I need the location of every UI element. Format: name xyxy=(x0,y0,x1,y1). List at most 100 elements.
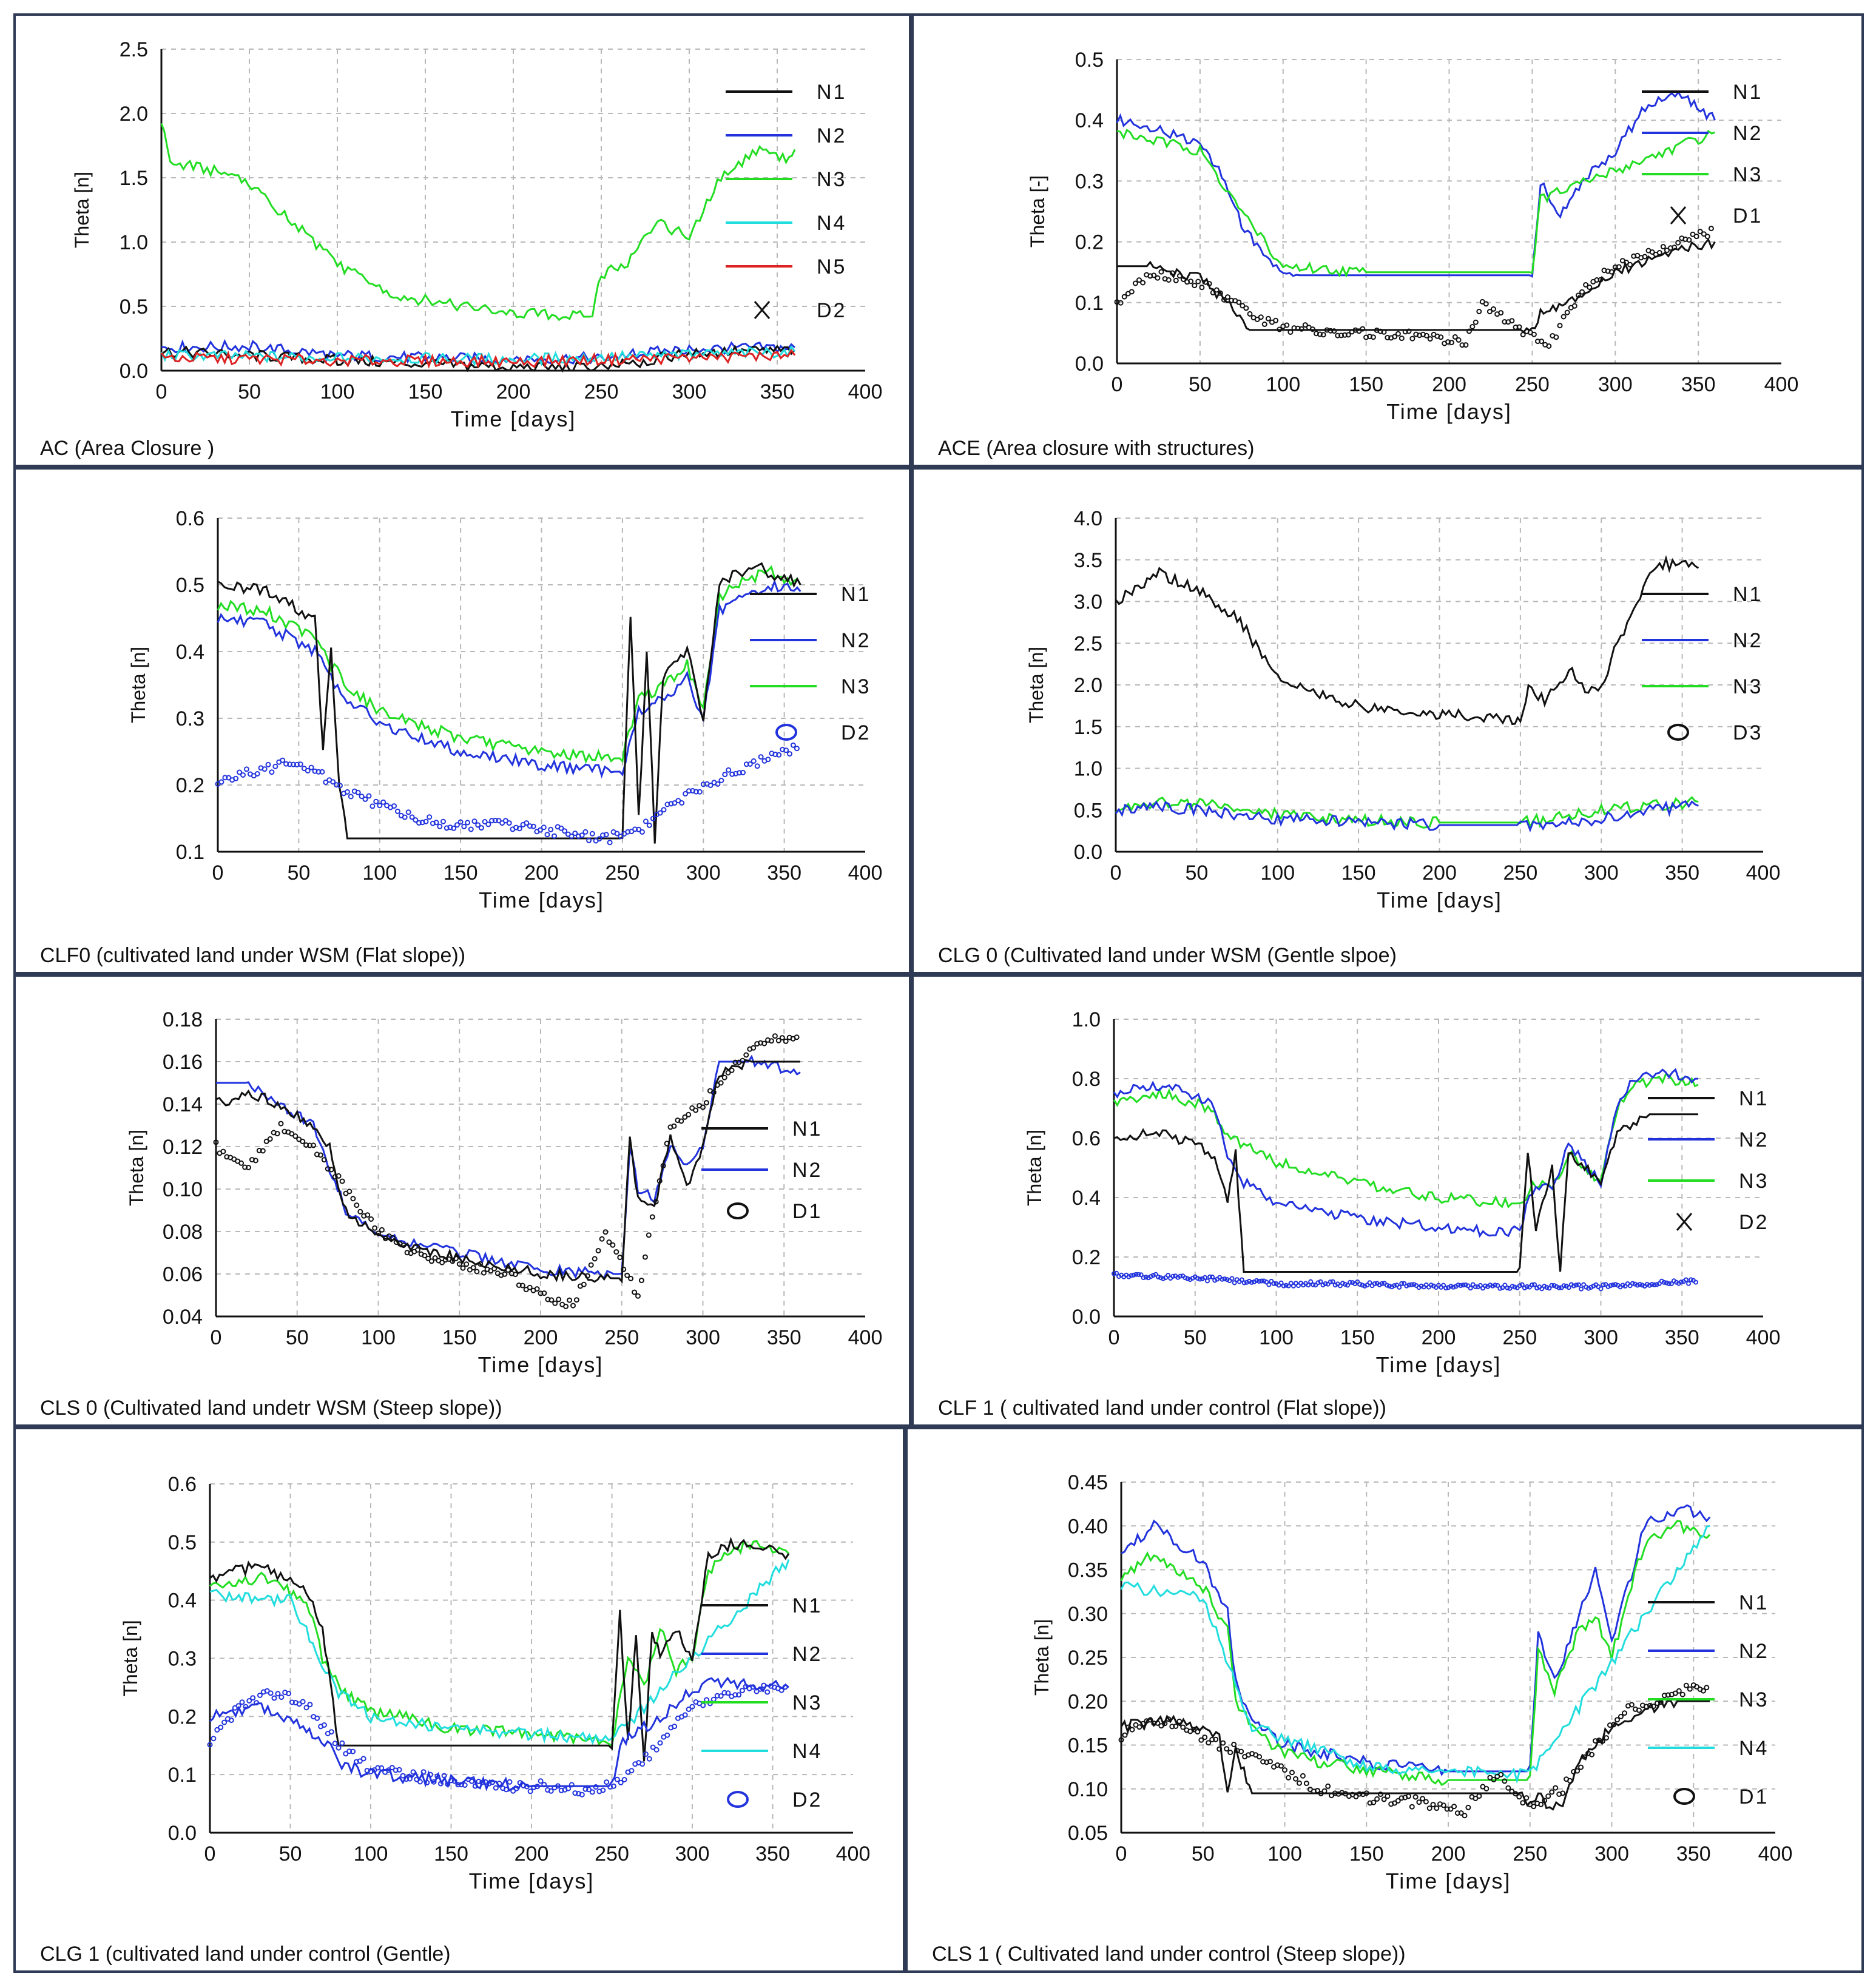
data-point-d1 xyxy=(1224,1746,1230,1752)
data-point-d2 xyxy=(287,761,293,767)
data-point-d1 xyxy=(1381,329,1387,335)
series-line-n2 xyxy=(161,339,796,366)
data-point-d1 xyxy=(519,1282,525,1289)
legend-x-marker xyxy=(1670,206,1687,224)
data-point-d2 xyxy=(350,1748,356,1754)
data-point-d2 xyxy=(472,1783,478,1789)
data-point-d1 xyxy=(428,1258,434,1264)
legend-label: N2 xyxy=(1739,1128,1769,1151)
data-point-d1 xyxy=(1258,314,1264,320)
data-point-d2 xyxy=(1493,1282,1498,1288)
data-point-d2 xyxy=(736,1692,742,1698)
data-point-d2 xyxy=(1656,1281,1662,1286)
legend: N1 N2 N3 D2 xyxy=(750,583,869,744)
data-point-d1 xyxy=(646,1232,652,1238)
data-point-d1 xyxy=(1675,240,1681,246)
x-tick-label: 0 xyxy=(211,1326,222,1349)
x-axis-label: Time [days] xyxy=(1386,399,1512,424)
data-point-d1 xyxy=(1704,234,1710,240)
data-point-d2 xyxy=(451,1778,457,1784)
x-tick-label: 150 xyxy=(434,1842,468,1865)
data-point-d1 xyxy=(1560,1790,1566,1796)
data-point-d2 xyxy=(1161,1276,1166,1281)
data-point-d1 xyxy=(456,1261,462,1267)
data-point-d1 xyxy=(1206,1740,1212,1746)
data-point-d1 xyxy=(1438,334,1444,340)
legend: N1 N2 N3 D1 xyxy=(1642,81,1763,227)
x-tick-label: 50 xyxy=(1184,1326,1207,1349)
data-point-d1 xyxy=(1697,229,1703,235)
x-tick-label: 200 xyxy=(1422,1326,1456,1349)
data-point-d2 xyxy=(589,831,595,837)
series-line-n2 xyxy=(209,1676,789,1792)
data-point-d2 xyxy=(569,833,575,839)
data-point-d1 xyxy=(1498,310,1504,316)
data-point-d1 xyxy=(664,1141,670,1147)
y-tick-label: 2.5 xyxy=(120,38,148,61)
data-point-d2 xyxy=(1686,1281,1691,1286)
series-n1 xyxy=(1117,238,1716,334)
data-point-d2 xyxy=(272,763,278,769)
data-point-d1 xyxy=(1542,1798,1548,1804)
data-point-d1 xyxy=(1462,1813,1468,1819)
data-point-d2 xyxy=(455,1782,461,1788)
legend-label: N2 xyxy=(1733,122,1763,145)
data-point-d2 xyxy=(1448,1284,1454,1289)
data-point-d2 xyxy=(596,836,602,842)
x-tick-label: 50 xyxy=(1185,861,1208,885)
x-tick-label: 350 xyxy=(767,861,801,885)
data-point-d2 xyxy=(661,807,667,813)
data-point-d2 xyxy=(1291,1283,1296,1289)
data-point-d1 xyxy=(1598,277,1604,283)
data-point-d1 xyxy=(1173,1724,1179,1729)
data-point-d2 xyxy=(1608,1283,1613,1288)
data-point-d1 xyxy=(1423,1799,1429,1805)
data-point-d2 xyxy=(308,764,314,770)
y-tick-label: 0.8 xyxy=(1072,1068,1101,1091)
data-point-d2 xyxy=(1220,1276,1225,1282)
data-point-d2 xyxy=(1630,1281,1635,1286)
data-point-d1 xyxy=(541,1290,547,1296)
data-point-d1 xyxy=(1225,294,1230,300)
y-tick-label: 1.5 xyxy=(1074,716,1102,739)
data-point-d2 xyxy=(565,1785,572,1791)
data-point-d2 xyxy=(776,752,782,758)
series-line-n5 xyxy=(160,348,796,369)
data-point-d2 xyxy=(1386,1283,1392,1289)
series-n2 xyxy=(1113,1068,1699,1238)
data-point-d2 xyxy=(1441,1282,1446,1288)
data-point-d1 xyxy=(1300,1773,1306,1779)
data-point-d1 xyxy=(621,1266,627,1272)
legend-label: D2 xyxy=(792,1788,822,1811)
data-point-d2 xyxy=(396,1767,402,1773)
data-point-d1 xyxy=(1491,306,1496,312)
data-point-d1 xyxy=(1686,237,1692,243)
data-point-d2 xyxy=(417,1779,423,1785)
data-point-d2 xyxy=(1530,1282,1534,1287)
data-point-d2 xyxy=(524,820,530,826)
data-point-d2 xyxy=(607,1784,613,1790)
data-point-d1 xyxy=(1440,1802,1446,1808)
data-point-d2 xyxy=(516,826,522,832)
data-point-d2 xyxy=(506,820,512,826)
data-point-d2 xyxy=(714,1693,720,1699)
data-point-d1 xyxy=(606,1239,612,1245)
x-tick-label: 100 xyxy=(1259,1326,1294,1349)
series-line-n1 xyxy=(1113,1113,1698,1273)
legend-o-marker xyxy=(727,1202,749,1219)
y-tick-label: 0.5 xyxy=(120,295,148,318)
data-point-d1 xyxy=(1257,1754,1263,1760)
data-point-d2 xyxy=(445,1781,451,1787)
data-point-d1 xyxy=(1132,280,1138,286)
data-point-d1 xyxy=(1575,292,1581,298)
data-point-d2 xyxy=(496,1781,502,1787)
series-n3 xyxy=(1113,1073,1699,1209)
data-point-d1 xyxy=(1604,1735,1609,1741)
data-point-d1 xyxy=(1155,1720,1161,1726)
x-tick-label: 250 xyxy=(606,861,640,885)
chart-panel-cls1: 0 50 100 150 200 250 300 350 400 0.05 0.10 0.15 0.20… xyxy=(905,1427,1864,1973)
data-point-d2 xyxy=(1129,1273,1134,1278)
data-point-d2 xyxy=(524,1784,530,1790)
legend-label: N1 xyxy=(1733,583,1763,606)
data-point-d2 xyxy=(513,1785,519,1791)
